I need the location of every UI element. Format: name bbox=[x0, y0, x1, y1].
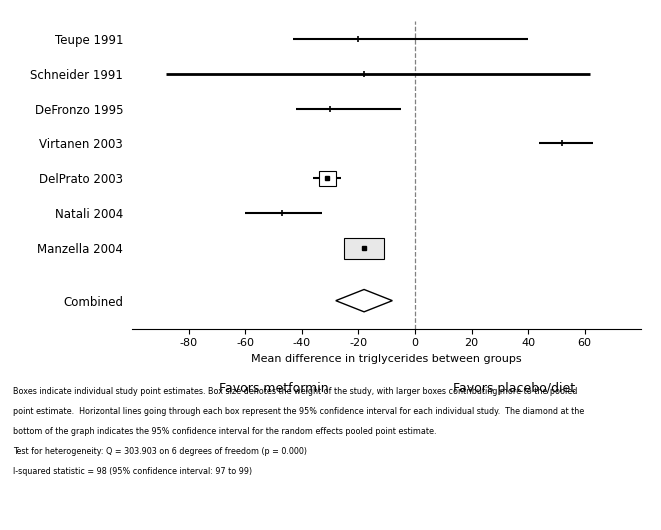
Text: Favors metformin: Favors metformin bbox=[219, 382, 329, 395]
Polygon shape bbox=[336, 289, 393, 312]
Text: Favors placebo/diet: Favors placebo/diet bbox=[453, 382, 575, 395]
Bar bbox=[344, 238, 384, 259]
Text: point estimate.  Horizontal lines going through each box represent the 95% confi: point estimate. Horizontal lines going t… bbox=[13, 407, 584, 416]
Bar bbox=[319, 171, 336, 186]
Text: Test for heterogeneity: Q = 303.903 on 6 degrees of freedom (p = 0.000): Test for heterogeneity: Q = 303.903 on 6… bbox=[13, 447, 307, 456]
Text: I-squared statistic = 98 (95% confidence interval: 97 to 99): I-squared statistic = 98 (95% confidence… bbox=[13, 467, 253, 476]
Text: bottom of the graph indicates the 95% confidence interval for the random effects: bottom of the graph indicates the 95% co… bbox=[13, 427, 437, 436]
X-axis label: Mean difference in triglycerides between groups: Mean difference in triglycerides between… bbox=[251, 354, 522, 364]
Text: Boxes indicate individual study point estimates. Box size denotes the weight of : Boxes indicate individual study point es… bbox=[13, 387, 578, 396]
